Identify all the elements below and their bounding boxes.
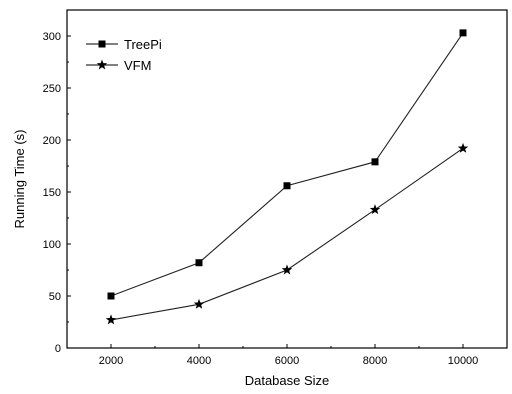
- data-point: [281, 264, 293, 275]
- legend-label: VFM: [124, 58, 151, 73]
- x-axis-title: Database Size: [245, 373, 330, 388]
- y-axis-ticks: 0 50 100 150 200 250 300: [43, 31, 71, 355]
- x-tick-label: 6000: [275, 355, 299, 367]
- x-tick-label: 8000: [363, 355, 387, 367]
- x-tick-label: 4000: [187, 355, 211, 367]
- series-line: [110, 147, 464, 321]
- legend-item: VFM: [86, 58, 151, 73]
- data-point: [371, 158, 379, 166]
- series-line: [110, 32, 464, 297]
- legend-item: TreePi: [86, 37, 162, 52]
- series-layer: [105, 29, 469, 325]
- y-tick-label: 0: [55, 343, 61, 355]
- series-treepi: [107, 29, 467, 300]
- y-axis-title: Running Time (s): [12, 130, 27, 229]
- y-tick-label: 150: [43, 187, 61, 199]
- legend-label: TreePi: [124, 37, 162, 52]
- x-axis-ticks: 2000 4000 6000 8000 10000: [66, 344, 508, 367]
- data-point: [457, 142, 469, 153]
- data-point: [369, 204, 381, 215]
- data-point: [195, 259, 203, 267]
- y-tick-label: 50: [49, 291, 61, 303]
- legend-marker: [96, 59, 108, 70]
- data-point: [193, 298, 205, 309]
- data-point: [459, 29, 467, 37]
- x-tick-label: 10000: [448, 355, 479, 367]
- data-point: [105, 314, 117, 325]
- y-tick-label: 250: [43, 83, 61, 95]
- y-tick-label: 300: [43, 31, 61, 43]
- y-tick-label: 200: [43, 135, 61, 147]
- x-tick-label: 2000: [99, 355, 123, 367]
- series-vfm: [105, 142, 469, 325]
- legend-marker: [98, 40, 106, 48]
- legend: TreePi VFM: [86, 37, 162, 73]
- data-point: [107, 292, 115, 300]
- data-point: [283, 182, 291, 190]
- y-tick-label: 100: [43, 239, 61, 251]
